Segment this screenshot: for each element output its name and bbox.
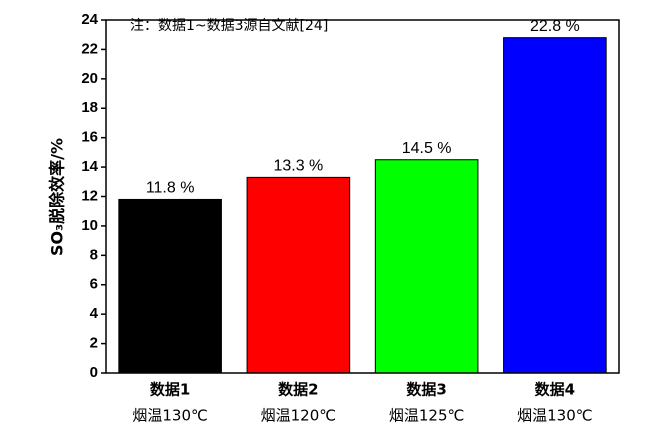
- value-label: 13.3 %: [273, 158, 323, 175]
- y-tick-label: 22: [81, 40, 98, 57]
- bar: [118, 198, 222, 374]
- y-tick-label: 12: [81, 187, 98, 204]
- y-tick-label: 8: [90, 246, 98, 263]
- x-tick-label: 数据1: [150, 381, 190, 399]
- annotation: 注：数据1~数据3源自文献[24]: [130, 18, 328, 34]
- y-tick-label: 14: [81, 158, 98, 175]
- bar: [503, 37, 607, 374]
- y-tick-label: 0: [90, 364, 98, 381]
- y-tick-label: 16: [81, 129, 98, 146]
- x-tick-label: 数据4: [535, 381, 575, 399]
- y-tick-label: 18: [81, 99, 98, 116]
- x-tick-label: 数据2: [278, 381, 318, 399]
- y-axis-label: SO₃脱除效率/%: [48, 138, 67, 256]
- x-tick-label: 数据3: [406, 381, 446, 399]
- y-tick-label: 10: [81, 217, 98, 234]
- y-tick-label: 6: [90, 276, 98, 293]
- bar: [374, 159, 479, 374]
- bar: [246, 176, 351, 374]
- value-label: 22.8 %: [530, 18, 580, 35]
- y-tick-label: 4: [90, 305, 99, 322]
- plot-frame: [105, 19, 620, 374]
- value-label: 14.5 %: [402, 140, 452, 157]
- x-tick-note: 烟温130℃: [132, 407, 207, 425]
- y-tick-label: 24: [81, 11, 98, 28]
- value-label: 11.8 %: [146, 180, 195, 197]
- y-tick-label: 20: [81, 70, 98, 87]
- y-tick-label: 2: [90, 335, 98, 352]
- x-tick-note: 烟温125℃: [389, 407, 464, 425]
- x-tick-note: 烟温130℃: [517, 407, 592, 425]
- x-tick-note: 烟温120℃: [261, 407, 336, 425]
